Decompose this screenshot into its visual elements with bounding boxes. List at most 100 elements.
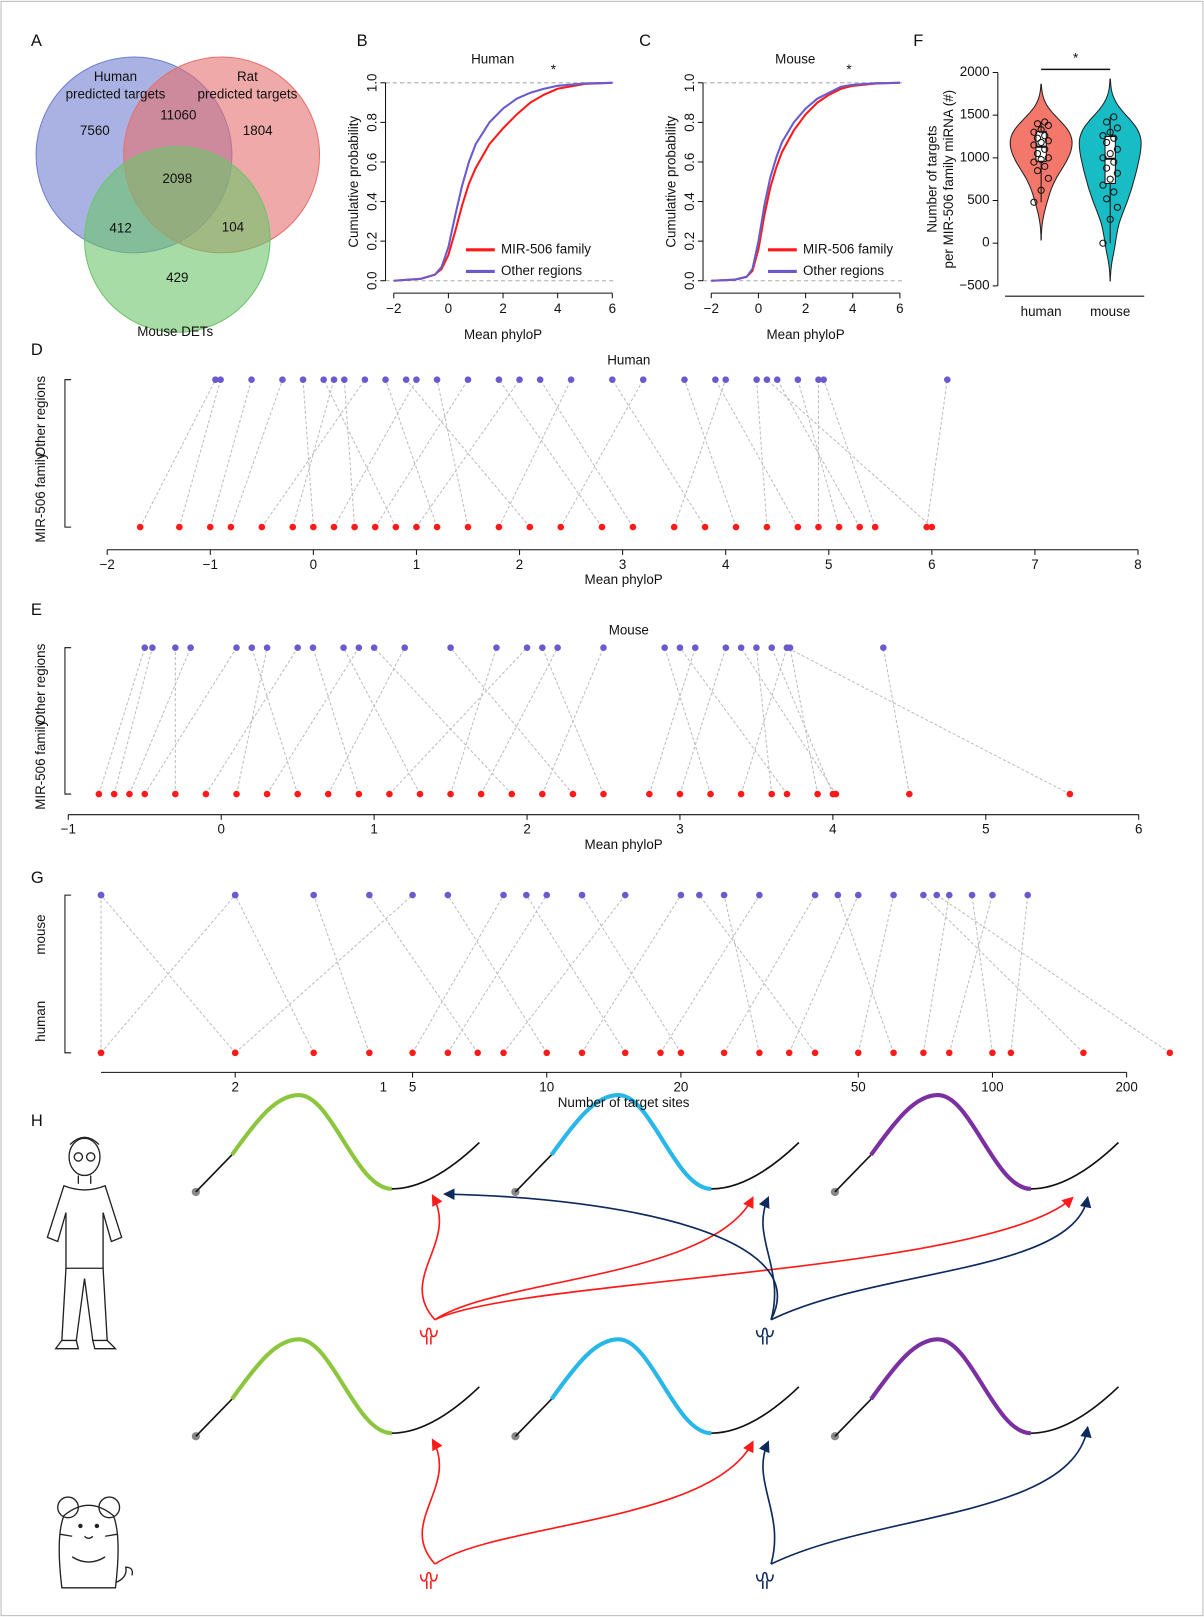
x-tick-label: 0 <box>755 301 762 316</box>
y-category-label: human <box>33 1001 48 1042</box>
pair-line <box>389 647 528 795</box>
pair-line <box>679 647 788 795</box>
point <box>299 376 307 383</box>
point <box>351 523 358 531</box>
point <box>523 891 530 899</box>
point <box>989 1049 996 1057</box>
point <box>1066 790 1074 798</box>
pair-line <box>683 379 737 528</box>
point <box>989 891 996 899</box>
point <box>578 1049 586 1057</box>
set-label: Rat <box>237 69 258 84</box>
pair-line <box>660 894 760 1054</box>
pair-line <box>771 647 834 795</box>
point <box>768 790 776 798</box>
point <box>609 376 616 383</box>
panel-letter: A <box>31 32 42 50</box>
x-tick-label: −1 <box>61 822 76 837</box>
point <box>1110 188 1118 196</box>
y-axis-title: Cumulative probability <box>346 116 361 248</box>
point <box>330 523 338 531</box>
point <box>361 376 369 383</box>
point <box>433 376 441 383</box>
point <box>526 523 534 531</box>
point <box>543 1049 551 1057</box>
point <box>920 891 927 899</box>
point <box>639 376 647 383</box>
y-category-label: mouse <box>33 914 48 954</box>
point <box>696 891 703 899</box>
pair-line <box>503 894 626 1054</box>
point <box>554 644 561 651</box>
point <box>110 790 118 798</box>
y-tick-label: 0.8 <box>682 113 697 132</box>
pair-line <box>560 379 644 528</box>
point <box>392 523 400 531</box>
set-label: Mouse DETs <box>137 324 213 339</box>
point <box>681 376 688 383</box>
point <box>1041 132 1049 140</box>
point <box>444 891 452 899</box>
pair-line <box>343 379 356 528</box>
y-tick-label: 2000 <box>960 64 990 79</box>
point <box>371 523 379 531</box>
pair-line <box>714 379 799 528</box>
point <box>1113 169 1122 177</box>
point <box>217 376 224 383</box>
point <box>968 891 976 899</box>
set-label: predicted targets <box>66 87 166 102</box>
point <box>820 376 827 383</box>
point <box>1033 149 1042 158</box>
y-category-label: MIR-506 family <box>33 719 48 809</box>
x-axis-title: Mean phyloP <box>585 572 663 587</box>
pair-line <box>723 894 760 1053</box>
point <box>763 523 771 531</box>
point <box>1037 155 1045 164</box>
y-tick-label: 0.6 <box>682 153 697 172</box>
point <box>97 891 105 899</box>
point <box>212 376 219 383</box>
point <box>720 891 728 899</box>
point <box>773 376 781 383</box>
point <box>1102 164 1111 172</box>
y-tick-label: 1.0 <box>365 73 380 92</box>
pair-line <box>882 647 910 795</box>
point <box>309 644 317 651</box>
pair-line <box>786 647 1071 795</box>
point <box>871 523 879 531</box>
y-tick-label: 0.6 <box>365 153 380 172</box>
region-count: 429 <box>166 270 188 285</box>
set-label: Human <box>94 69 137 84</box>
point <box>621 1049 629 1057</box>
point <box>294 790 301 798</box>
point <box>495 376 503 383</box>
point <box>310 891 317 899</box>
point <box>1113 145 1122 153</box>
legend-label: Other regions <box>501 263 582 278</box>
x-tick-label: mouse <box>1090 304 1130 319</box>
point <box>416 790 424 798</box>
x-tick-label: 2 <box>499 301 506 316</box>
point <box>1033 134 1042 142</box>
point <box>310 1049 317 1057</box>
point <box>557 523 565 531</box>
point <box>1041 118 1049 126</box>
x-tick-label: 200 <box>1115 1079 1137 1094</box>
point <box>516 376 523 383</box>
pair-line <box>776 379 861 528</box>
legend-label: Other regions <box>803 263 884 278</box>
point <box>340 376 348 383</box>
point <box>409 1049 416 1057</box>
y-tick-label: 1.0 <box>682 73 697 92</box>
pair-line <box>581 894 682 1054</box>
point <box>646 790 653 798</box>
point <box>1037 186 1045 194</box>
point <box>1166 1049 1174 1057</box>
point <box>172 790 179 798</box>
x-tick-label: 8 <box>1134 557 1141 572</box>
point <box>1044 154 1052 162</box>
x-tick-label: 100 <box>981 1079 1003 1094</box>
annotation: 1 <box>380 1079 387 1094</box>
x-tick-label: 3 <box>619 557 626 572</box>
pair-line <box>857 894 895 1053</box>
